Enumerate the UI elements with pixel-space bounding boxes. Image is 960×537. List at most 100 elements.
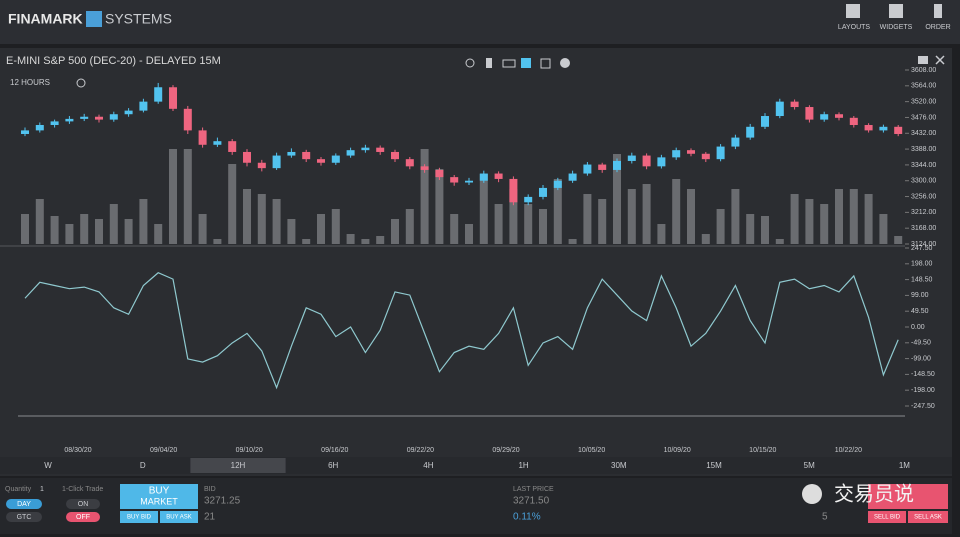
export-tool[interactable] <box>540 58 551 69</box>
day-button[interactable] <box>6 499 42 509</box>
buy-ask-label[interactable]: BUY ASK <box>166 515 192 521</box>
nav-widgets[interactable]: WIDGETS <box>880 24 913 31</box>
buy-bid-button[interactable] <box>120 511 158 523</box>
candle-body <box>642 155 651 167</box>
x-date-label: 09/29/20 <box>492 447 519 454</box>
volume-bar <box>761 216 769 244</box>
sell-ask-label[interactable]: SELL ASK <box>914 515 942 521</box>
candle-body <box>95 116 103 120</box>
timeframe-button[interactable]: 4H <box>423 461 433 470</box>
save-icon[interactable] <box>918 56 928 64</box>
volume-bar <box>524 204 533 244</box>
candle-body <box>109 114 118 120</box>
y-tick-label: 3520.00 <box>911 98 936 105</box>
candle-body <box>746 126 755 138</box>
quantity-label: Quantity <box>5 486 32 493</box>
sell-ask-button[interactable] <box>908 511 948 523</box>
timeframe-button[interactable]: 12H <box>231 461 246 470</box>
ask-size: 5 <box>822 512 828 523</box>
nav-order[interactable]: ORDER <box>925 24 950 31</box>
timeframe-button[interactable]: D <box>140 461 146 470</box>
one-click-label: 1-Click Trade <box>62 486 103 493</box>
candle-body <box>420 166 429 170</box>
candle-body <box>790 101 799 108</box>
gtc-button[interactable] <box>6 512 42 522</box>
refresh-icon[interactable] <box>76 78 86 88</box>
y-tick-label: 3564.00 <box>911 83 936 90</box>
candle-body <box>879 126 888 131</box>
quantity-value[interactable]: 1 <box>40 486 44 493</box>
timeframe-button[interactable]: 15M <box>706 461 722 470</box>
buy-market-button[interactable] <box>120 484 198 509</box>
candle-body <box>864 125 873 131</box>
pin-tool[interactable] <box>486 58 492 68</box>
volume-bar <box>272 199 281 244</box>
volume-bar <box>154 224 163 244</box>
sell-bid-label[interactable]: SELL BID <box>874 515 901 521</box>
candle-body <box>761 116 769 127</box>
widgets-icon[interactable] <box>889 4 903 18</box>
volume-bar <box>287 219 296 244</box>
timeframe-button[interactable]: W <box>44 461 52 470</box>
buy-bid-label[interactable]: BUY BID <box>127 515 152 521</box>
order-icon[interactable] <box>934 4 942 18</box>
volume-bar <box>95 219 103 244</box>
day-label[interactable]: DAY <box>17 501 31 508</box>
volume-bar <box>879 214 888 244</box>
volume-bar <box>805 199 814 244</box>
candle-body <box>509 178 518 203</box>
y-tick-label: 3432.00 <box>911 130 936 137</box>
x-date-label: 10/22/20 <box>835 447 862 454</box>
candle-body <box>35 125 44 131</box>
volume-bar <box>139 199 148 244</box>
crosshair-tool[interactable] <box>465 58 475 68</box>
x-date-label: 09/04/20 <box>150 447 177 454</box>
layouts-icon[interactable] <box>846 4 860 18</box>
timeframe-button[interactable]: 6H <box>328 461 338 470</box>
on-button[interactable] <box>66 499 100 509</box>
sell-bid-button[interactable] <box>868 511 906 523</box>
y-tick-label: -198.00 <box>911 387 935 394</box>
interval-select[interactable]: 12 HOURS <box>10 78 50 87</box>
sell-market-button[interactable] <box>868 484 948 509</box>
candle-body <box>405 159 414 167</box>
off-label[interactable]: OFF <box>76 514 90 521</box>
close-icon[interactable] <box>935 55 945 65</box>
volume-bar <box>509 189 518 244</box>
candle-body <box>627 155 636 161</box>
volume-bar <box>391 219 399 244</box>
gtc-label[interactable]: GTC <box>17 514 32 521</box>
off-button[interactable] <box>66 512 100 522</box>
candle-body <box>50 121 59 126</box>
y-tick-label: 247.50 <box>911 245 933 252</box>
volume-bar <box>894 236 903 244</box>
candle-body <box>524 196 533 203</box>
volume-bar <box>539 209 547 244</box>
candle-body <box>139 101 148 111</box>
candle-body <box>228 141 237 152</box>
timeframe-button[interactable]: 1M <box>899 461 910 470</box>
toolbar <box>465 58 570 69</box>
candle-body <box>376 147 385 152</box>
volume-bar <box>642 184 651 244</box>
x-date-label: 10/05/20 <box>578 447 605 454</box>
y-tick-label: -99.00 <box>911 355 931 362</box>
candle-body <box>701 153 710 160</box>
y-tick-label: 3476.00 <box>911 114 936 121</box>
candle-body <box>894 126 903 134</box>
y-tick-label: 3124.00 <box>911 241 936 248</box>
candle-body <box>391 151 399 160</box>
market-label[interactable]: MARKET <box>140 496 178 506</box>
timeframe-button[interactable]: 1H <box>518 461 528 470</box>
timeframe-button[interactable]: 30M <box>611 461 627 470</box>
on-label[interactable]: ON <box>78 501 89 508</box>
indicator-tool[interactable] <box>502 59 516 68</box>
settings-tool[interactable] <box>560 58 570 68</box>
timeframe-button[interactable]: 5M <box>804 461 815 470</box>
buy-label[interactable]: BUY <box>149 486 170 497</box>
volume-bar <box>183 149 192 244</box>
layers-tool[interactable] <box>521 58 531 68</box>
nav-layouts[interactable]: LAYOUTS <box>838 24 870 31</box>
buy-ask-button[interactable] <box>160 511 198 523</box>
